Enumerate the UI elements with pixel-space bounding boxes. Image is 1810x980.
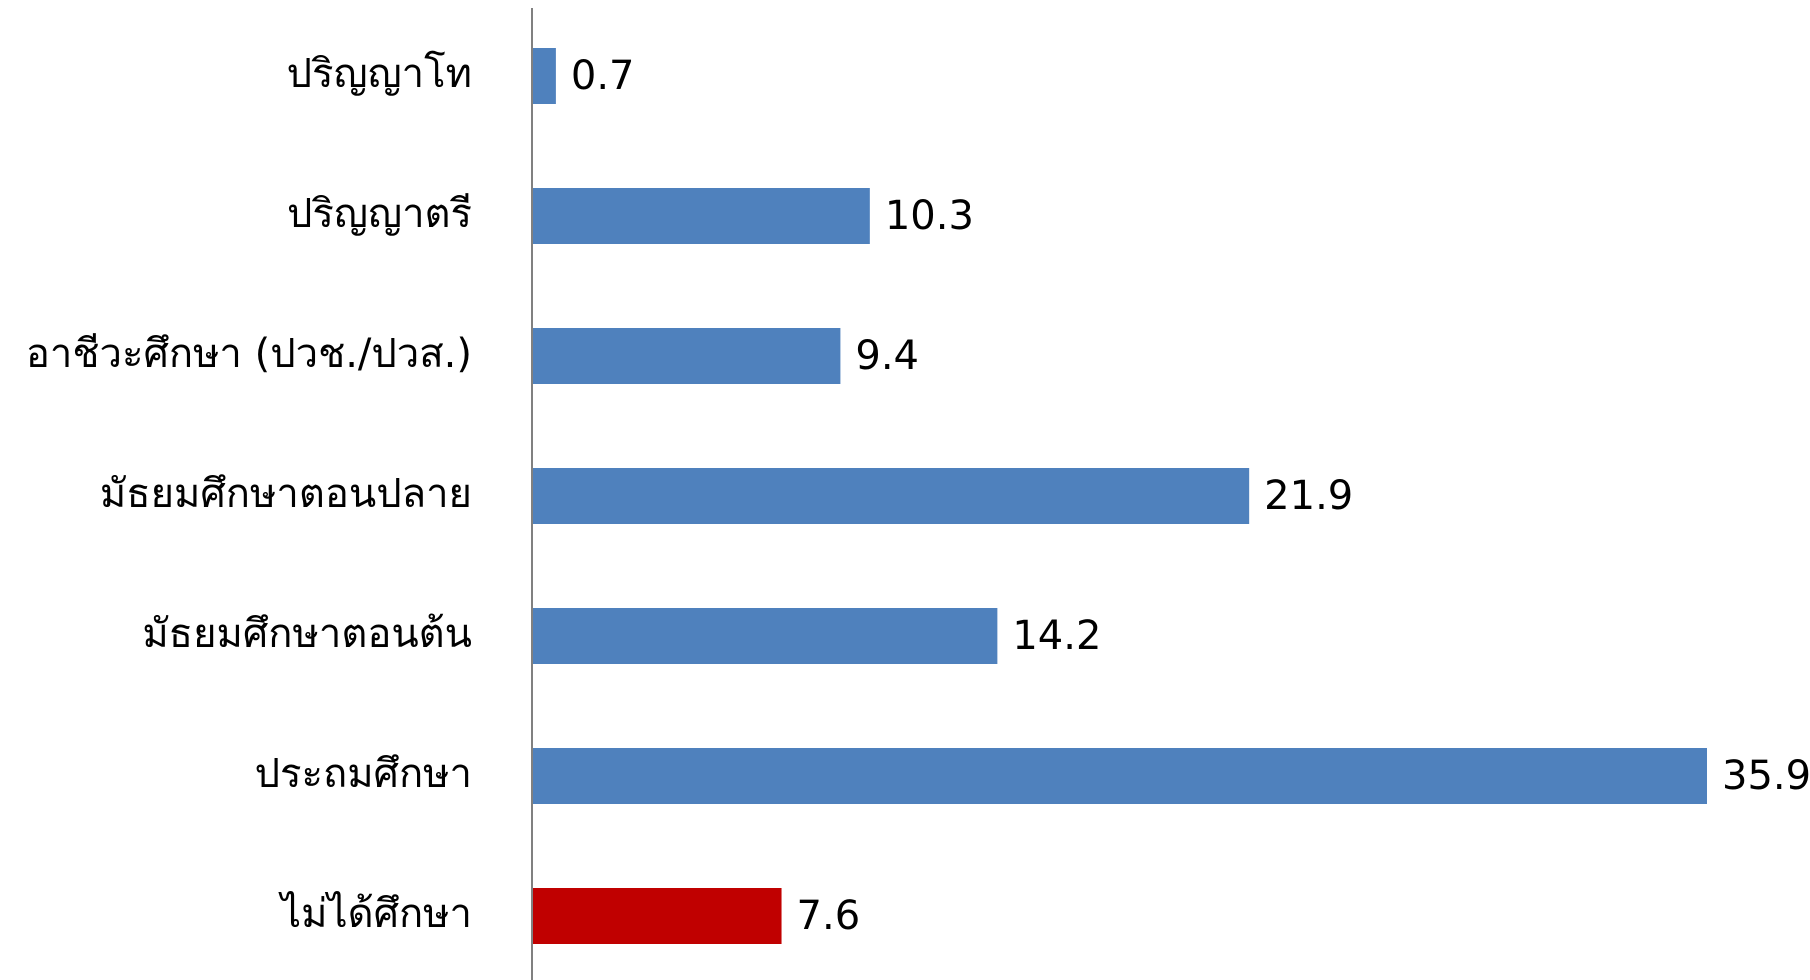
value-label: 9.4 xyxy=(855,333,919,379)
bar xyxy=(533,608,998,664)
value-label: 14.2 xyxy=(1012,613,1101,659)
bar xyxy=(533,188,870,244)
category-label: อาชีวะศึกษา (ปวช./ปวส.) xyxy=(26,331,472,377)
category-label: ปริญญาตรี xyxy=(287,191,472,237)
value-label: 0.7 xyxy=(571,53,635,99)
bar xyxy=(533,888,782,944)
category-label: มัธยมศึกษาตอนต้น xyxy=(142,611,472,657)
value-label: 7.6 xyxy=(797,893,861,939)
value-label: 10.3 xyxy=(885,193,974,239)
bars-group xyxy=(533,48,1707,944)
category-label: มัธยมศึกษาตอนปลาย xyxy=(100,471,472,517)
category-label: ไม่ได้ศึกษา xyxy=(278,891,472,937)
category-label: ประถมศึกษา xyxy=(255,751,472,797)
bar xyxy=(533,748,1707,804)
value-label: 21.9 xyxy=(1264,473,1353,519)
category-label: ปริญญาโท xyxy=(287,51,472,97)
value-label: 35.9 xyxy=(1722,753,1810,799)
bar xyxy=(533,468,1250,524)
bar xyxy=(533,328,841,384)
value-labels-group: 0.7 10.3 9.4 21.9 14.2 35.9 7.6 xyxy=(571,53,1810,939)
bar xyxy=(533,48,556,104)
